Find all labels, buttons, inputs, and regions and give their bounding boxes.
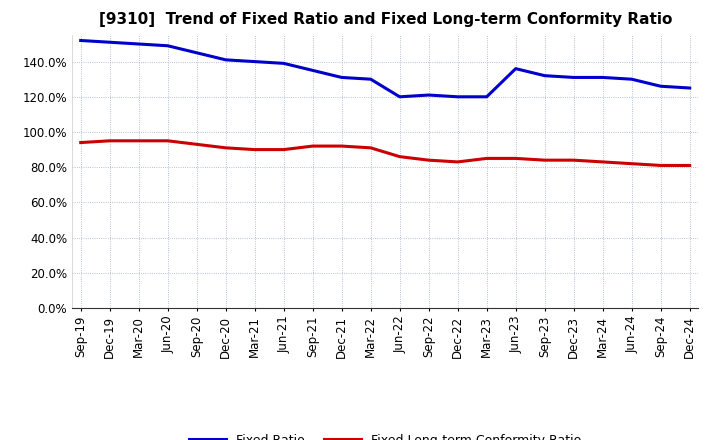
Fixed Ratio xyxy=(482,94,491,99)
Fixed Ratio xyxy=(105,40,114,45)
Fixed Ratio xyxy=(541,73,549,78)
Fixed Ratio xyxy=(395,94,404,99)
Fixed Long-term Conformity Ratio xyxy=(338,143,346,149)
Fixed Long-term Conformity Ratio xyxy=(541,158,549,163)
Fixed Long-term Conformity Ratio xyxy=(221,145,230,150)
Fixed Long-term Conformity Ratio xyxy=(192,142,201,147)
Fixed Ratio xyxy=(598,75,607,80)
Fixed Long-term Conformity Ratio xyxy=(511,156,520,161)
Line: Fixed Long-term Conformity Ratio: Fixed Long-term Conformity Ratio xyxy=(81,141,690,165)
Fixed Long-term Conformity Ratio xyxy=(598,159,607,165)
Fixed Long-term Conformity Ratio xyxy=(627,161,636,166)
Fixed Ratio xyxy=(221,57,230,62)
Fixed Ratio xyxy=(627,77,636,82)
Fixed Ratio xyxy=(338,75,346,80)
Fixed Long-term Conformity Ratio xyxy=(308,143,317,149)
Fixed Ratio xyxy=(511,66,520,71)
Fixed Ratio xyxy=(76,38,85,43)
Fixed Long-term Conformity Ratio xyxy=(657,163,665,168)
Fixed Long-term Conformity Ratio xyxy=(105,138,114,143)
Fixed Long-term Conformity Ratio xyxy=(685,163,694,168)
Fixed Long-term Conformity Ratio xyxy=(135,138,143,143)
Fixed Long-term Conformity Ratio xyxy=(570,158,578,163)
Fixed Long-term Conformity Ratio xyxy=(163,138,172,143)
Fixed Ratio xyxy=(685,85,694,91)
Fixed Ratio xyxy=(454,94,462,99)
Fixed Long-term Conformity Ratio xyxy=(251,147,259,152)
Fixed Ratio xyxy=(308,68,317,73)
Fixed Long-term Conformity Ratio xyxy=(482,156,491,161)
Legend: Fixed Ratio, Fixed Long-term Conformity Ratio: Fixed Ratio, Fixed Long-term Conformity … xyxy=(184,429,587,440)
Fixed Ratio xyxy=(163,43,172,48)
Fixed Ratio xyxy=(570,75,578,80)
Fixed Ratio xyxy=(251,59,259,64)
Fixed Long-term Conformity Ratio xyxy=(76,140,85,145)
Title: [9310]  Trend of Fixed Ratio and Fixed Long-term Conformity Ratio: [9310] Trend of Fixed Ratio and Fixed Lo… xyxy=(99,12,672,27)
Fixed Long-term Conformity Ratio xyxy=(279,147,288,152)
Fixed Ratio xyxy=(366,77,375,82)
Fixed Long-term Conformity Ratio xyxy=(395,154,404,159)
Fixed Long-term Conformity Ratio xyxy=(366,145,375,150)
Fixed Ratio xyxy=(279,61,288,66)
Fixed Ratio xyxy=(192,50,201,55)
Fixed Long-term Conformity Ratio xyxy=(454,159,462,165)
Fixed Ratio xyxy=(135,41,143,47)
Fixed Long-term Conformity Ratio xyxy=(424,158,433,163)
Fixed Ratio xyxy=(657,84,665,89)
Line: Fixed Ratio: Fixed Ratio xyxy=(81,40,690,97)
Fixed Ratio xyxy=(424,92,433,98)
